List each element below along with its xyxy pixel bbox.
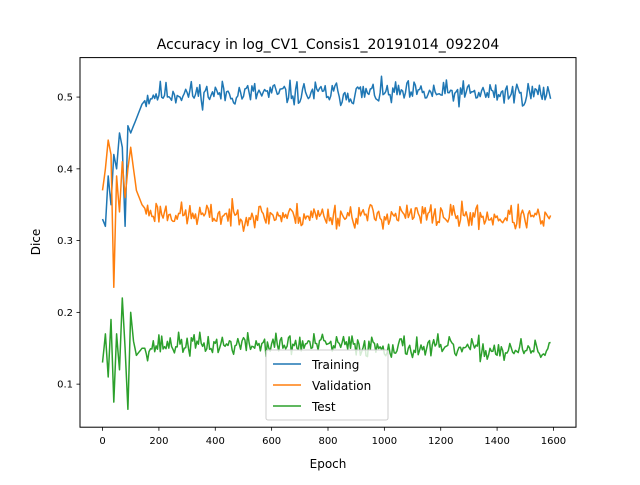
legend-label-validation: Validation xyxy=(312,379,371,393)
y-tick-label: 0.5 xyxy=(57,93,73,104)
x-tick-label: 1600 xyxy=(541,436,566,447)
series-line-training xyxy=(101,75,552,228)
x-axis: 0 200 400 600 800 1000 1200 1400 1600 xyxy=(99,427,566,447)
y-tick-label: 0.3 xyxy=(57,236,73,247)
x-tick-label: 400 xyxy=(206,436,225,447)
y-axis: 0.1 0.2 0.3 0.4 0.5 xyxy=(57,93,80,391)
y-tick-label: 0.4 xyxy=(57,164,73,175)
y-tick-label: 0.1 xyxy=(57,380,73,391)
legend-label-test: Test xyxy=(311,400,336,414)
series-line-test xyxy=(101,297,551,411)
legend-label-training: Training xyxy=(311,358,359,372)
y-axis-label: Dice xyxy=(29,229,43,256)
series-line-validation xyxy=(101,139,552,289)
x-tick-label: 800 xyxy=(318,436,337,447)
x-tick-label: 200 xyxy=(149,436,168,447)
x-tick-label: 0 xyxy=(99,436,105,447)
x-tick-label: 1200 xyxy=(428,436,453,447)
x-tick-label: 600 xyxy=(262,436,281,447)
chart-title: Accuracy in log_CV1_Consis1_20191014_092… xyxy=(157,37,500,53)
y-tick-label: 0.2 xyxy=(57,308,73,319)
legend-box xyxy=(265,349,389,421)
plot-area xyxy=(101,75,552,411)
x-tick-label: 1000 xyxy=(372,436,397,447)
x-axis-label: Epoch xyxy=(310,457,347,471)
x-tick-label: 1400 xyxy=(484,436,509,447)
legend: Training Validation Test xyxy=(265,349,389,421)
